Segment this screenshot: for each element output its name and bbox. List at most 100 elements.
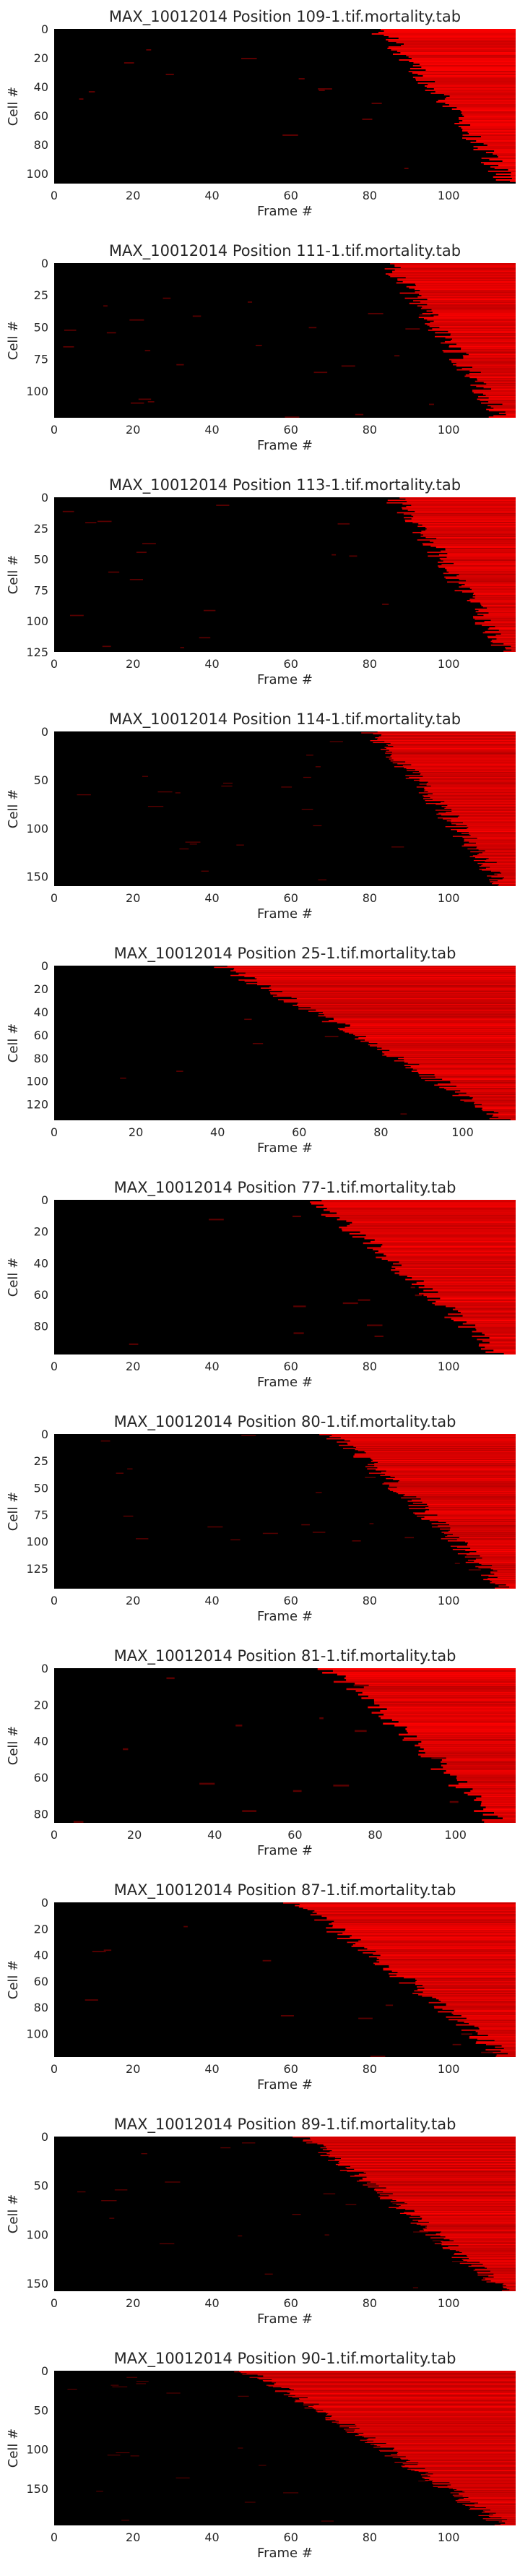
cell-row-signal — [448, 1785, 516, 1787]
cell-noise — [136, 2383, 147, 2384]
cell-row-signal — [469, 587, 516, 589]
cell-row-signal — [452, 1308, 516, 1310]
cell-row-signal — [458, 1326, 516, 1328]
cell-row-signal — [422, 2476, 516, 2478]
cell-row-signal — [309, 2137, 516, 2139]
cell-row-signal — [485, 630, 516, 632]
cell-row-signal — [419, 293, 516, 296]
cell-row-signal — [428, 794, 516, 796]
cell-noise — [451, 2261, 467, 2262]
y-tick-label: 60 — [34, 1029, 48, 1042]
cell-row-signal — [435, 335, 516, 338]
cell-row-signal — [485, 2043, 516, 2045]
cell-row-signal — [329, 1435, 516, 1438]
x-tick-label: 40 — [204, 2062, 219, 2076]
cell-row-signal — [494, 168, 516, 169]
cell-row-signal — [327, 2413, 516, 2415]
cell-row-signal — [495, 1587, 516, 1589]
cell-row-signal — [492, 642, 516, 644]
cell-row-signal — [269, 992, 516, 994]
cell-row-signal — [389, 758, 516, 760]
cell-row-signal — [422, 795, 516, 797]
cell-noise — [362, 119, 373, 120]
cell-row-signal — [407, 2468, 516, 2470]
cell-row-signal — [472, 1097, 516, 1099]
cell-row-signal — [404, 2202, 516, 2204]
cell-row-signal — [345, 1023, 516, 1025]
cell-row-signal — [472, 596, 516, 598]
cell-row-signal — [498, 156, 516, 158]
cell-row-signal — [385, 273, 516, 275]
cell-row-signal — [404, 1057, 516, 1058]
cell-row-signal — [448, 345, 516, 348]
cell-row-signal — [368, 1044, 516, 1046]
cell-row-signal — [408, 1505, 516, 1506]
cell-row-signal — [366, 2176, 516, 2178]
cell-row-signal — [425, 2226, 516, 2228]
cell-row-signal — [422, 1991, 516, 1993]
cell-row-signal — [383, 1722, 516, 1725]
cell-row-signal — [339, 1217, 516, 1219]
cell-row-signal — [450, 335, 516, 336]
cell-row-signal — [510, 181, 516, 182]
cell-row-signal — [464, 838, 516, 840]
cell-row-signal — [405, 498, 516, 500]
cell-row-signal — [449, 2249, 516, 2251]
cell-row-signal — [498, 630, 516, 631]
cell-row-signal — [449, 345, 516, 346]
cell-noise — [324, 1036, 339, 1038]
cell-noise — [255, 345, 262, 346]
cell-row-signal — [478, 2027, 516, 2029]
cell-row-signal — [480, 1804, 516, 1807]
cell-row-signal — [432, 312, 516, 313]
cell-row-signal — [460, 1099, 516, 1101]
cell-row-signal — [472, 390, 516, 391]
cell-row-signal — [355, 1448, 516, 1451]
cell-row-signal — [441, 2242, 516, 2244]
cell-row-signal — [363, 2184, 516, 2186]
cell-noise — [292, 1790, 302, 1793]
cell-row-signal — [479, 2028, 516, 2030]
cell-row-signal — [373, 2440, 516, 2442]
cell-row-signal — [425, 2479, 516, 2481]
cell-row-signal — [451, 2257, 516, 2258]
cell-row-signal — [430, 2476, 516, 2477]
cell-row-signal — [511, 172, 516, 173]
cell-row-signal — [398, 2452, 516, 2454]
y-tick-label: 0 — [41, 1193, 48, 1207]
cell-row-signal — [433, 1757, 516, 1759]
cell-row-signal — [476, 1797, 516, 1800]
cell-row-signal — [396, 51, 516, 52]
cell-row-signal — [321, 1214, 516, 1216]
cell-row-signal — [384, 741, 516, 742]
cell-row-signal — [497, 1576, 516, 1579]
cell-row-signal — [433, 320, 516, 322]
cell-row-signal — [428, 1299, 516, 1301]
cell-row-signal — [407, 1726, 516, 1729]
cell-row-signal — [430, 540, 516, 542]
cell-row-signal — [323, 2144, 516, 2146]
cell-row-signal — [498, 880, 516, 882]
cell-row-signal — [390, 755, 516, 757]
cell-row-signal — [468, 832, 516, 833]
cell-row-signal — [366, 2439, 516, 2440]
cell-row-signal — [384, 30, 516, 32]
cell-row-signal — [503, 877, 516, 879]
cell-noise — [130, 402, 144, 404]
cell-row-signal — [400, 52, 516, 53]
cell-row-signal — [381, 1258, 516, 1260]
cell-row-signal — [468, 1542, 516, 1544]
cell-row-signal — [426, 528, 516, 530]
cell-row-signal — [374, 1964, 516, 1966]
cell-row-signal — [416, 2223, 516, 2225]
cell-row-signal — [399, 1982, 516, 1984]
cell-row-signal — [475, 2030, 516, 2032]
cell-row-signal — [382, 1052, 516, 1054]
cell-row-signal — [419, 1075, 516, 1077]
cell-row-signal — [397, 278, 516, 280]
cell-row-signal — [493, 1115, 516, 1116]
cell-noise — [415, 1295, 422, 1297]
cell-noise — [301, 1524, 310, 1526]
chart-title: MAX_10012014 Position 87-1.tif.mortality… — [114, 1881, 456, 1899]
y-axis-label: Cell # — [6, 1492, 21, 1531]
